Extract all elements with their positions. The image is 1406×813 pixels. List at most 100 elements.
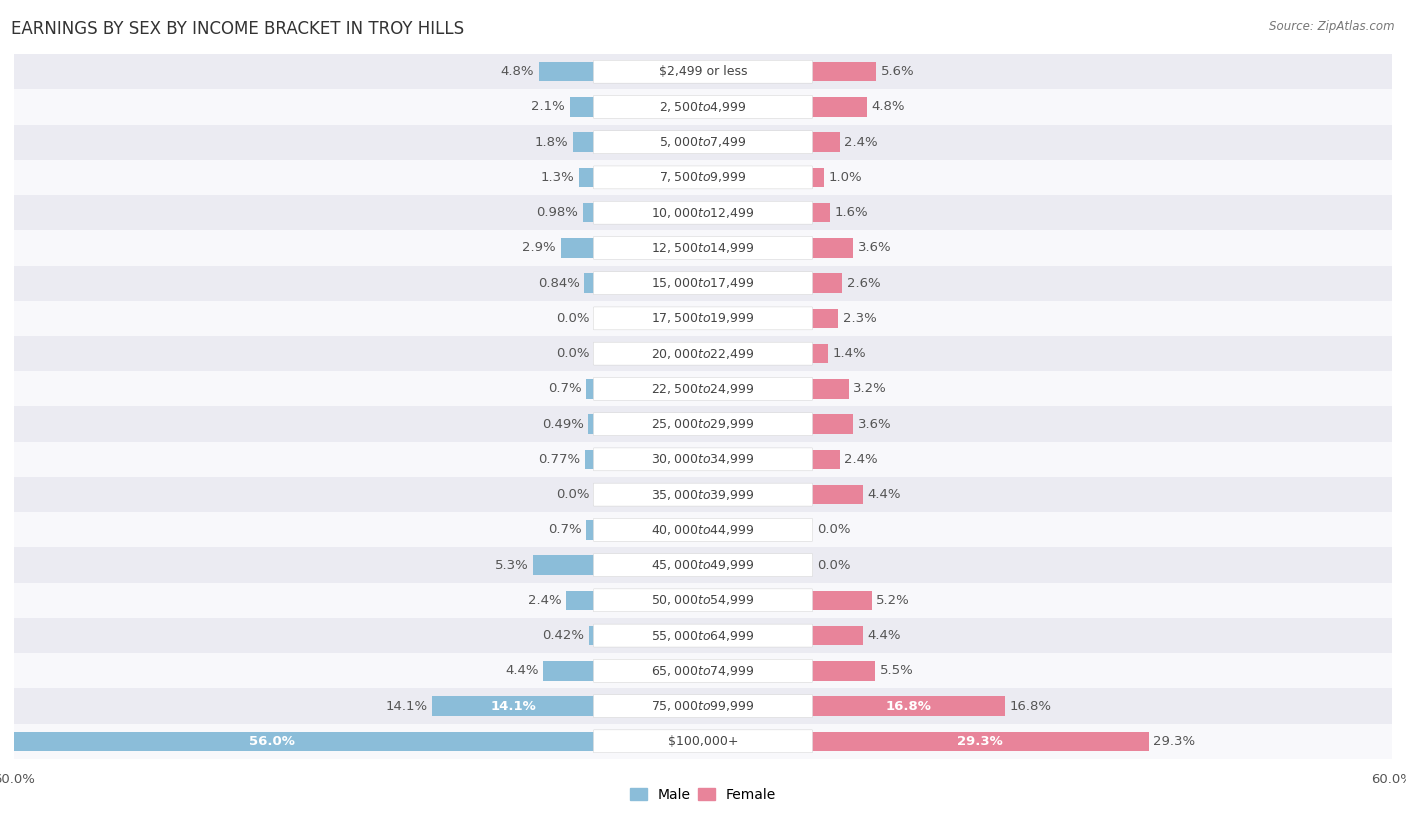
Text: $2,499 or less: $2,499 or less [659, 65, 747, 78]
Text: $20,000 to $22,499: $20,000 to $22,499 [651, 346, 755, 361]
Text: 0.7%: 0.7% [548, 382, 581, 395]
Bar [579, 167, 593, 187]
Bar [574, 133, 593, 152]
Text: $65,000 to $74,999: $65,000 to $74,999 [651, 664, 755, 678]
Text: 0.77%: 0.77% [538, 453, 581, 466]
FancyBboxPatch shape [593, 95, 813, 119]
Text: 14.1%: 14.1% [385, 699, 427, 712]
Bar [813, 415, 853, 434]
Text: $75,000 to $99,999: $75,000 to $99,999 [651, 699, 755, 713]
Text: 0.84%: 0.84% [538, 276, 579, 289]
Bar [813, 344, 828, 363]
Text: 5.3%: 5.3% [495, 559, 529, 572]
FancyBboxPatch shape [593, 307, 813, 330]
Bar [14, 441, 1392, 477]
Text: $12,500 to $14,999: $12,500 to $14,999 [651, 241, 755, 255]
Text: 16.8%: 16.8% [1010, 699, 1052, 712]
Text: $25,000 to $29,999: $25,000 to $29,999 [651, 417, 755, 431]
Text: 1.0%: 1.0% [828, 171, 862, 184]
Text: $100,000+: $100,000+ [668, 735, 738, 748]
Text: 16.8%: 16.8% [886, 699, 931, 712]
Bar [0, 732, 593, 751]
FancyBboxPatch shape [593, 448, 813, 471]
FancyBboxPatch shape [593, 237, 813, 259]
Bar [585, 450, 593, 469]
Bar [567, 591, 593, 610]
FancyBboxPatch shape [593, 201, 813, 224]
FancyBboxPatch shape [593, 694, 813, 718]
FancyBboxPatch shape [593, 377, 813, 400]
Bar [813, 62, 876, 81]
Bar [585, 273, 593, 293]
Text: $55,000 to $64,999: $55,000 to $64,999 [651, 628, 755, 642]
Bar [14, 336, 1392, 372]
Text: 1.6%: 1.6% [835, 207, 869, 220]
FancyBboxPatch shape [593, 413, 813, 436]
Bar [14, 653, 1392, 689]
Bar [14, 89, 1392, 124]
Bar [14, 266, 1392, 301]
FancyBboxPatch shape [593, 624, 813, 647]
Bar [14, 301, 1392, 336]
Bar [14, 547, 1392, 583]
Text: 4.4%: 4.4% [868, 629, 901, 642]
FancyBboxPatch shape [593, 554, 813, 576]
Bar [561, 238, 593, 258]
Text: $40,000 to $44,999: $40,000 to $44,999 [651, 523, 755, 537]
Text: 2.3%: 2.3% [844, 312, 877, 325]
Bar [813, 273, 842, 293]
Bar [432, 697, 593, 715]
Text: 5.2%: 5.2% [876, 593, 910, 606]
Text: 2.4%: 2.4% [529, 593, 562, 606]
Text: $5,000 to $7,499: $5,000 to $7,499 [659, 135, 747, 149]
Text: $35,000 to $39,999: $35,000 to $39,999 [651, 488, 755, 502]
Text: $50,000 to $54,999: $50,000 to $54,999 [651, 593, 755, 607]
Text: 3.2%: 3.2% [853, 382, 887, 395]
Text: 2.6%: 2.6% [846, 276, 880, 289]
Text: 3.6%: 3.6% [858, 241, 891, 254]
Bar [589, 626, 593, 646]
Bar [14, 372, 1392, 406]
Bar [14, 230, 1392, 266]
Bar [14, 160, 1392, 195]
Bar [813, 203, 831, 222]
FancyBboxPatch shape [593, 483, 813, 506]
FancyBboxPatch shape [593, 272, 813, 294]
Bar [533, 555, 593, 575]
Text: 0.0%: 0.0% [555, 488, 589, 501]
Bar [14, 724, 1392, 759]
Bar [569, 98, 593, 116]
Text: $15,000 to $17,499: $15,000 to $17,499 [651, 276, 755, 290]
FancyBboxPatch shape [593, 589, 813, 612]
Text: Source: ZipAtlas.com: Source: ZipAtlas.com [1270, 20, 1395, 33]
Bar [586, 379, 593, 398]
Bar [813, 485, 863, 504]
Text: 5.6%: 5.6% [882, 65, 914, 78]
FancyBboxPatch shape [593, 730, 813, 753]
Bar [588, 415, 593, 434]
Text: 2.4%: 2.4% [844, 136, 877, 149]
Bar [14, 512, 1392, 547]
Text: 2.4%: 2.4% [844, 453, 877, 466]
Text: 4.8%: 4.8% [501, 65, 534, 78]
Bar [813, 167, 824, 187]
Bar [14, 406, 1392, 441]
Text: 5.5%: 5.5% [880, 664, 914, 677]
Text: 29.3%: 29.3% [1153, 735, 1195, 748]
Text: $30,000 to $34,999: $30,000 to $34,999 [651, 452, 755, 467]
Text: 0.98%: 0.98% [536, 207, 578, 220]
Bar [813, 238, 853, 258]
Bar [538, 62, 593, 81]
Bar [813, 379, 849, 398]
Text: 1.8%: 1.8% [536, 136, 568, 149]
Bar [14, 689, 1392, 724]
Bar [14, 195, 1392, 230]
Legend: Male, Female: Male, Female [624, 782, 782, 807]
FancyBboxPatch shape [593, 342, 813, 365]
Text: $10,000 to $12,499: $10,000 to $12,499 [651, 206, 755, 220]
Text: 1.3%: 1.3% [541, 171, 575, 184]
Bar [14, 477, 1392, 512]
Text: 0.49%: 0.49% [541, 418, 583, 431]
Text: EARNINGS BY SEX BY INCOME BRACKET IN TROY HILLS: EARNINGS BY SEX BY INCOME BRACKET IN TRO… [11, 20, 464, 38]
Bar [14, 583, 1392, 618]
